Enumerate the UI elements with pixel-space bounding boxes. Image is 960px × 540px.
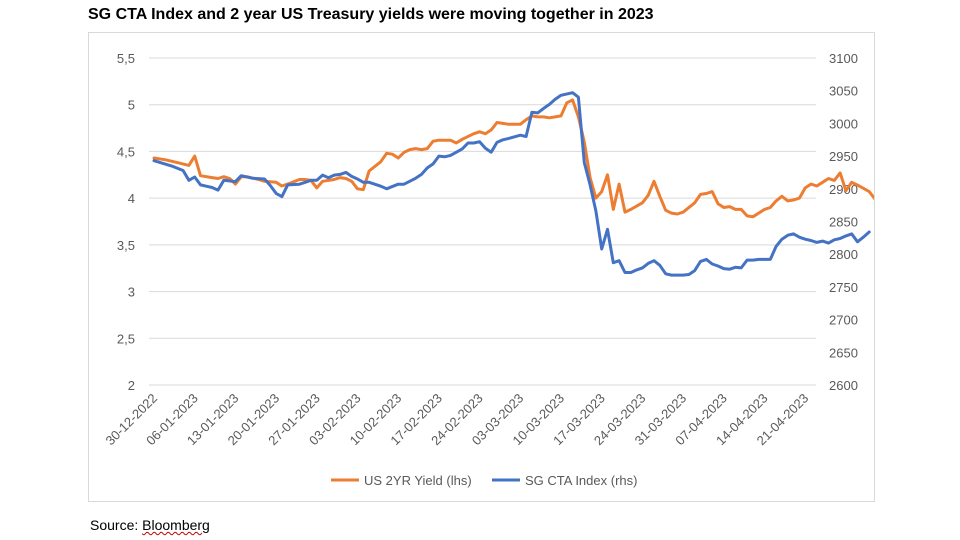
source-name: Bloomberg xyxy=(142,517,210,533)
legend-label: US 2YR Yield (lhs) xyxy=(364,473,472,488)
left-tick-label: 3,5 xyxy=(117,238,135,253)
left-tick-label: 4 xyxy=(128,191,135,206)
left-axis-ticks: 2 2,5 3 3,5 4 4,5 5 5,5 xyxy=(117,51,135,393)
left-tick-label: 5,5 xyxy=(117,51,135,66)
series-lines xyxy=(152,91,894,277)
us-2yr-yield-line xyxy=(152,98,894,219)
right-tick-label: 2800 xyxy=(829,247,858,262)
gridlines xyxy=(149,57,816,386)
right-tick-label: 2650 xyxy=(829,345,858,360)
legend: US 2YR Yield (lhs) SG CTA Index (rhs) xyxy=(331,473,637,488)
right-tick-label: 2750 xyxy=(829,280,858,295)
legend-item-us-2yr-yield: US 2YR Yield (lhs) xyxy=(331,473,472,488)
line-chart: 2 2,5 3 3,5 4 4,5 5 5,5 2600 2650 2700 2750 2800 285… xyxy=(102,51,894,488)
left-tick-label: 2,5 xyxy=(117,331,135,346)
right-tick-label: 2600 xyxy=(829,378,858,393)
chart-frame: 2 2,5 3 3,5 4 4,5 5 5,5 2600 2650 2700 2750 2800 285… xyxy=(88,32,894,502)
left-tick-label: 2 xyxy=(128,378,135,393)
right-tick-label: 2700 xyxy=(829,313,858,328)
right-axis-ticks: 2600265027002750280028502900295030003050… xyxy=(829,51,858,393)
left-tick-label: 4,5 xyxy=(117,144,135,159)
left-tick-label: 3 xyxy=(128,285,135,300)
source-prefix: Source: xyxy=(90,517,143,533)
left-tick-label: 5 xyxy=(128,98,135,113)
right-tick-label: 3100 xyxy=(829,51,858,66)
right-tick-label: 3050 xyxy=(829,84,858,99)
sg-cta-index-line xyxy=(152,91,871,277)
right-tick-label: 2950 xyxy=(829,149,858,164)
legend-label: SG CTA Index (rhs) xyxy=(525,473,637,488)
chart-title: SG CTA Index and 2 year US Treasury yiel… xyxy=(88,6,654,23)
right-tick-label: 2850 xyxy=(829,215,858,230)
legend-item-sg-cta-index: SG CTA Index (rhs) xyxy=(492,473,637,488)
right-tick-label: 3000 xyxy=(829,116,858,131)
source-note: Source: Bloomberg xyxy=(90,517,210,533)
x-axis-ticks: 30-12-202206-01-202313-01-202320-01-2023… xyxy=(102,391,811,449)
